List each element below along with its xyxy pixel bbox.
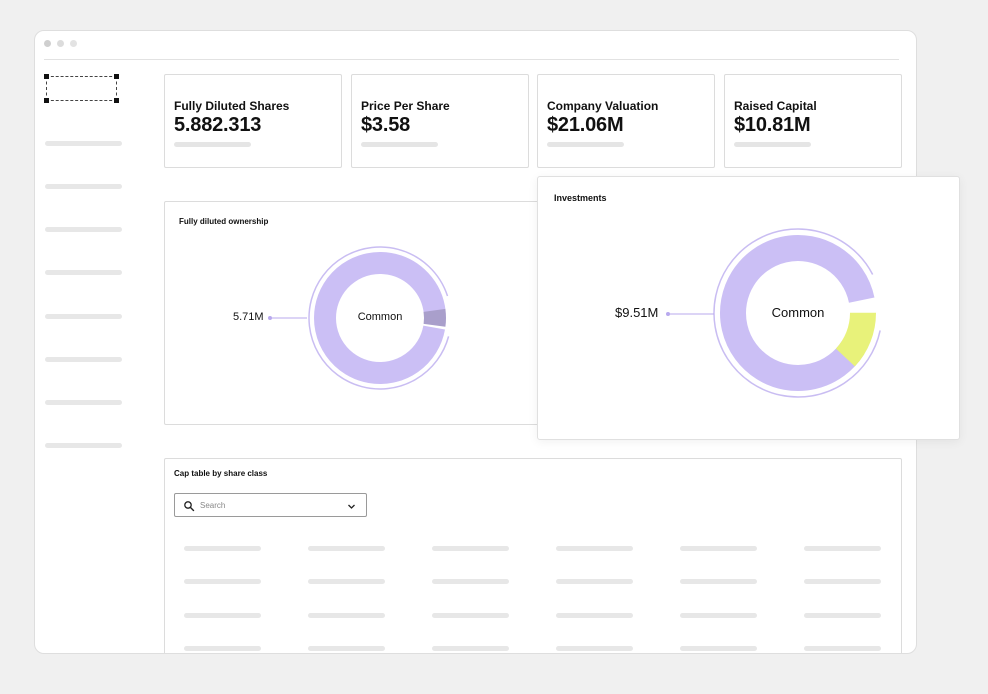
table-cell <box>308 646 385 651</box>
stat-label: Company Valuation <box>547 99 659 113</box>
search-icon <box>184 501 195 512</box>
sidebar-item[interactable] <box>45 357 122 362</box>
ownership-chart <box>268 246 452 390</box>
table-cell <box>184 646 261 651</box>
stat-value: $21.06M <box>547 114 624 136</box>
table-cell <box>308 613 385 618</box>
table-cell <box>432 646 509 651</box>
table-cell <box>804 546 881 551</box>
cap-table-panel: Cap table by share class Search <box>164 458 902 653</box>
stat-placeholder-bar <box>734 142 811 147</box>
stat-label: Fully Diluted Shares <box>174 99 290 113</box>
table-cell <box>680 646 757 651</box>
table-cell <box>432 613 509 618</box>
investments-callout-dot <box>666 312 670 316</box>
stat-placeholder-bar <box>547 142 624 147</box>
table-cell <box>556 646 633 651</box>
investments-callout: $9.51M <box>615 305 659 320</box>
sidebar-item[interactable] <box>45 443 122 448</box>
table-cell <box>184 579 261 584</box>
stat-value: $3.58 <box>361 114 411 136</box>
stat-card-raised-capital: Raised Capital $10.81M <box>724 74 902 168</box>
table-cell <box>184 613 261 618</box>
table-cell <box>556 579 633 584</box>
stat-card-company-valuation: Company Valuation $21.06M <box>537 74 715 168</box>
resize-handle-bl[interactable] <box>44 98 49 103</box>
ownership-callout-dot <box>268 316 272 320</box>
investments-slice-other <box>720 235 876 391</box>
ownership-slice-other <box>314 252 446 384</box>
search-placeholder: Search <box>200 501 226 510</box>
ownership-center-label: Common <box>357 311 403 323</box>
investments-card: Investments $9.51M Common <box>537 176 960 440</box>
table-cell <box>432 546 509 551</box>
search-input[interactable]: Search <box>174 493 367 517</box>
investments-chart <box>666 228 883 398</box>
window-controls <box>44 40 77 47</box>
sidebar-item[interactable] <box>45 400 122 405</box>
stat-placeholder-bar <box>361 142 438 147</box>
investments-title: Investments <box>554 193 607 203</box>
sidebar-item[interactable] <box>45 184 122 189</box>
stat-card-price-per-share: Price Per Share $3.58 <box>351 74 529 168</box>
sidebar-item[interactable] <box>45 270 122 275</box>
ownership-callout: 5.71M <box>233 311 264 323</box>
window-dot-close[interactable] <box>44 40 51 47</box>
resize-handle-br[interactable] <box>114 98 119 103</box>
table-cell <box>556 613 633 618</box>
table-cell <box>556 546 633 551</box>
sidebar-item[interactable] <box>45 227 122 232</box>
chevron-down-icon[interactable] <box>347 502 356 511</box>
title-divider <box>44 59 899 60</box>
table-cell <box>184 546 261 551</box>
selection-box[interactable] <box>44 74 119 103</box>
stat-label: Price Per Share <box>361 99 450 113</box>
stat-label: Raised Capital <box>734 99 817 113</box>
table-cell <box>680 546 757 551</box>
cap-table-title: Cap table by share class <box>174 469 268 478</box>
table-cell <box>432 579 509 584</box>
table-cell <box>680 613 757 618</box>
stat-card-fully-diluted-shares: Fully Diluted Shares 5.882.313 <box>164 74 342 168</box>
stat-placeholder-bar <box>174 142 251 147</box>
ownership-outer-arc <box>308 246 452 390</box>
table-cell <box>804 646 881 651</box>
table-cell <box>308 579 385 584</box>
sidebar-item[interactable] <box>45 141 122 146</box>
resize-handle-tl[interactable] <box>44 74 49 79</box>
investments-center-label: Common <box>771 305 825 320</box>
stat-value: $10.81M <box>734 114 811 136</box>
table-cell <box>804 613 881 618</box>
table-cell <box>804 579 881 584</box>
window-dot-minimize[interactable] <box>57 40 64 47</box>
window-dot-maximize[interactable] <box>70 40 77 47</box>
sidebar-item[interactable] <box>45 314 122 319</box>
stat-value: 5.882.313 <box>174 114 262 136</box>
table-cell <box>680 579 757 584</box>
ownership-slice-common <box>314 252 446 384</box>
ownership-title: Fully diluted ownership <box>179 217 269 226</box>
resize-handle-tr[interactable] <box>114 74 119 79</box>
table-cell <box>308 546 385 551</box>
ownership-panel: Fully diluted ownership 5.71M Common <box>164 201 564 425</box>
